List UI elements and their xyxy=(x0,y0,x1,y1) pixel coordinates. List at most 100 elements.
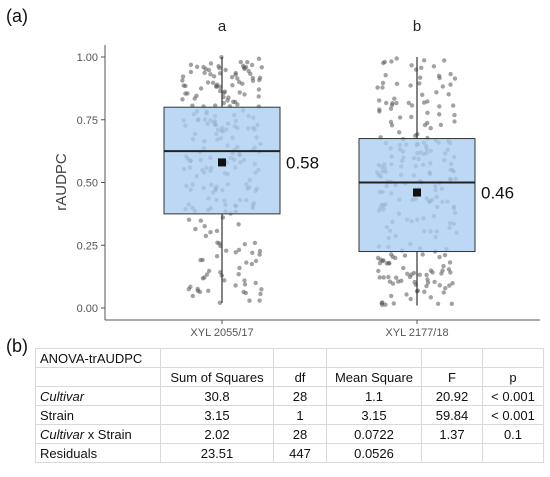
data-point xyxy=(243,290,248,296)
data-point xyxy=(440,268,445,273)
data-point xyxy=(224,248,229,253)
data-point xyxy=(376,268,381,274)
data-point xyxy=(432,279,437,285)
anova-table: ANOVA-trAUDPC Sum of Squares df Mean Squ… xyxy=(35,348,544,463)
data-point xyxy=(244,260,249,265)
data-point xyxy=(442,58,447,63)
table-cell: 0.1 xyxy=(482,424,544,444)
data-point xyxy=(394,100,399,106)
box-group xyxy=(163,57,476,306)
data-point xyxy=(390,254,395,259)
data-point xyxy=(442,252,448,258)
data-point xyxy=(449,301,454,306)
data-point xyxy=(235,102,240,107)
data-point xyxy=(422,58,427,63)
data-point xyxy=(380,85,385,90)
table-title-row: ANOVA-trAUDPC xyxy=(35,348,544,368)
data-point xyxy=(388,106,394,111)
data-point xyxy=(235,76,240,81)
data-point xyxy=(383,73,388,78)
table-row: Cultivar 30.8 28 1.1 20.92 < 0.001 xyxy=(35,386,544,406)
data-point xyxy=(200,276,206,281)
data-point xyxy=(441,290,446,295)
data-point xyxy=(233,283,238,288)
data-point xyxy=(236,272,241,277)
data-point xyxy=(258,291,263,297)
data-point xyxy=(383,302,388,307)
data-point xyxy=(249,261,255,267)
data-point xyxy=(447,260,453,265)
data-point xyxy=(223,67,228,73)
data-point xyxy=(397,130,402,135)
data-point xyxy=(236,247,242,253)
data-point xyxy=(425,110,430,116)
y-tick-label: 0.25 xyxy=(77,240,98,252)
data-point xyxy=(202,224,207,229)
data-point xyxy=(221,90,227,96)
panel-b-label: (b) xyxy=(6,336,28,356)
table-cell: 20.92 xyxy=(421,386,483,406)
chart-labels: 0.58 a XYL 2055/17 0.46 b XYL 2177/18 xyxy=(190,18,514,339)
data-point xyxy=(257,252,262,257)
data-point xyxy=(194,93,199,99)
x-tick-label: XYL 2055/17 xyxy=(190,327,253,339)
data-point xyxy=(216,63,221,69)
table-cell xyxy=(421,348,483,368)
data-point xyxy=(233,250,238,255)
data-point xyxy=(447,283,452,288)
data-point xyxy=(256,56,262,61)
data-point xyxy=(413,133,418,138)
data-point xyxy=(202,70,207,76)
row-term: Residuals xyxy=(35,443,161,463)
row-term: Cultivar xyxy=(35,386,161,406)
data-point xyxy=(443,286,448,291)
chart-axes: 0.00 0.25 0.50 0.75 1.00 rAUDPC xyxy=(53,45,540,324)
data-point xyxy=(206,268,212,274)
table-cell: 59.84 xyxy=(421,405,483,425)
row-term: Strain xyxy=(35,405,161,425)
data-point xyxy=(425,99,430,104)
data-point xyxy=(381,60,386,66)
data-point xyxy=(425,120,430,126)
data-point xyxy=(257,77,262,83)
data-point xyxy=(257,298,262,303)
data-point xyxy=(253,280,258,286)
data-point xyxy=(437,104,442,109)
data-point xyxy=(397,115,403,120)
data-point xyxy=(259,65,264,70)
data-point xyxy=(437,283,442,288)
y-tick-label: 1.00 xyxy=(77,52,98,64)
data-point xyxy=(380,80,386,86)
data-point xyxy=(225,98,230,103)
data-point xyxy=(242,278,247,283)
data-point xyxy=(222,278,227,283)
data-point xyxy=(242,92,247,97)
data-point xyxy=(394,275,399,280)
table-cell: 30.8 xyxy=(160,386,274,406)
data-point xyxy=(250,250,255,255)
data-point xyxy=(391,301,396,306)
panel-a-label: (a) xyxy=(6,6,28,26)
significance-letter: b xyxy=(413,18,421,35)
data-point xyxy=(248,71,253,77)
x-tick-label: XYL 2177/18 xyxy=(385,327,448,339)
table-header: Mean Square xyxy=(326,367,422,387)
data-point xyxy=(208,61,214,66)
data-point xyxy=(377,107,382,112)
data-point xyxy=(190,293,195,299)
data-point xyxy=(377,261,383,266)
data-point xyxy=(451,103,456,108)
data-point xyxy=(188,69,194,75)
table-cell: 2.02 xyxy=(160,424,274,444)
data-point xyxy=(230,83,235,88)
data-point xyxy=(425,277,430,282)
data-point xyxy=(229,75,235,80)
data-point xyxy=(390,101,395,106)
data-point xyxy=(214,254,220,259)
data-point xyxy=(448,270,453,275)
data-point xyxy=(404,292,409,297)
y-tick-label: 0.75 xyxy=(77,115,98,127)
data-point xyxy=(180,78,185,83)
data-point xyxy=(450,281,455,286)
mean-marker xyxy=(413,188,421,197)
